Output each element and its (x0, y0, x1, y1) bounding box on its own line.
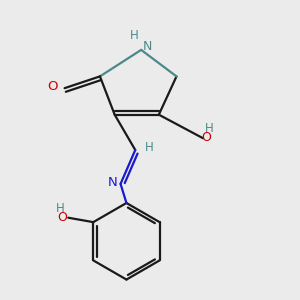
Text: H: H (129, 28, 138, 42)
Text: O: O (57, 211, 67, 224)
Text: O: O (202, 131, 212, 144)
Text: H: H (145, 141, 154, 154)
Text: N: N (142, 40, 152, 53)
Text: O: O (48, 80, 58, 93)
Text: H: H (56, 202, 65, 215)
Text: N: N (108, 176, 118, 189)
Text: H: H (206, 122, 214, 135)
